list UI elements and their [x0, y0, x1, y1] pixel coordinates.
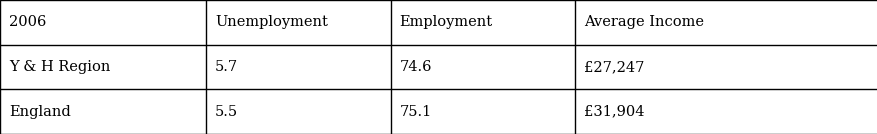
Text: England: England — [9, 105, 70, 119]
Text: 74.6: 74.6 — [399, 60, 431, 74]
Text: Average Income: Average Income — [583, 15, 703, 29]
Text: 5.7: 5.7 — [215, 60, 238, 74]
Text: £27,247: £27,247 — [583, 60, 644, 74]
Text: 75.1: 75.1 — [399, 105, 431, 119]
Text: 5.5: 5.5 — [215, 105, 238, 119]
Text: Unemployment: Unemployment — [215, 15, 328, 29]
Text: 2006: 2006 — [9, 15, 46, 29]
Text: £31,904: £31,904 — [583, 105, 644, 119]
Text: Y & H Region: Y & H Region — [9, 60, 110, 74]
Text: Employment: Employment — [399, 15, 492, 29]
